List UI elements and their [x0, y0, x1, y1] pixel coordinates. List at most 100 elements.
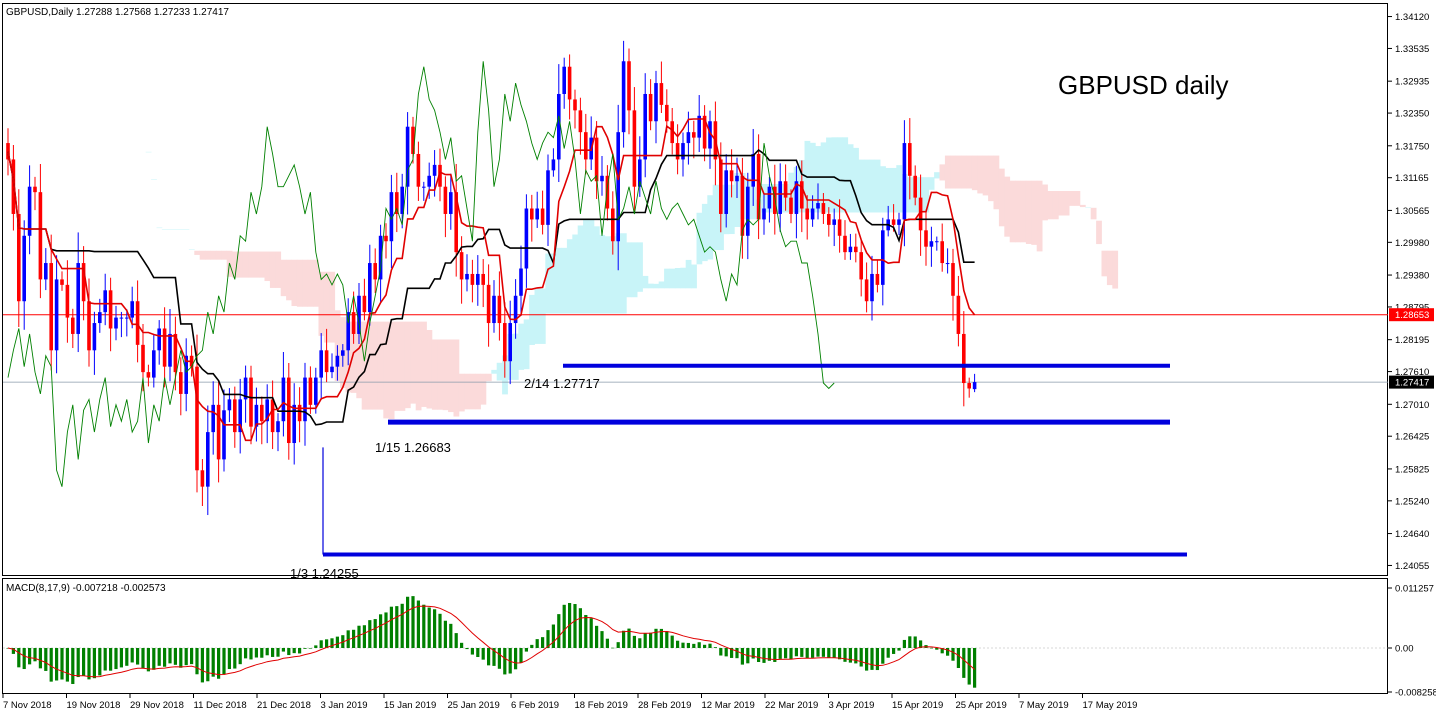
- kumo-segment: [232, 251, 238, 278]
- kumo-segment: [696, 212, 703, 265]
- candle: [551, 148, 556, 177]
- kumo-segment: [836, 137, 843, 213]
- candle-body: [789, 197, 793, 214]
- candle-body: [681, 143, 685, 160]
- price-tick-label: 1.31750: [1395, 141, 1429, 152]
- date-tick-label: 29 Nov 2018: [130, 700, 184, 711]
- candle: [87, 278, 91, 367]
- candle: [875, 259, 880, 293]
- kumo-segment: [178, 229, 184, 230]
- kumo-segment: [1085, 207, 1092, 209]
- current-price-label: 1.27417: [1395, 378, 1429, 389]
- candle: [238, 378, 242, 454]
- candle: [540, 190, 545, 235]
- kumo-segment: [728, 184, 735, 235]
- candle-body: [924, 230, 928, 247]
- macd-histogram-bar: [422, 604, 426, 648]
- candle-body: [146, 372, 151, 378]
- candle: [427, 162, 431, 199]
- macd-histogram-bar: [751, 647, 755, 659]
- macd-histogram-bar: [659, 628, 663, 648]
- kumo-segment: [685, 259, 692, 289]
- candle-body: [611, 208, 615, 242]
- kumo-segment: [998, 168, 1005, 227]
- macd-histogram-bar: [643, 633, 647, 648]
- kumo-segment: [955, 155, 962, 189]
- candle: [44, 248, 48, 291]
- candle: [416, 141, 421, 201]
- candle: [297, 387, 302, 443]
- macd-histogram-bar: [28, 647, 32, 665]
- macd-histogram-bar: [865, 647, 869, 671]
- candle-body: [821, 203, 826, 214]
- date-tick-label: 3 Jan 2019: [321, 700, 368, 711]
- candle-body: [200, 470, 205, 487]
- candle: [341, 344, 345, 367]
- candle: [71, 308, 75, 349]
- candle-body: [692, 132, 696, 138]
- candle: [384, 223, 388, 259]
- macd-histogram-bar: [670, 635, 674, 648]
- candle: [303, 362, 307, 446]
- candle-body: [762, 208, 766, 220]
- kumo-segment: [896, 165, 903, 213]
- candle: [49, 234, 53, 371]
- macd-histogram-bar: [821, 647, 825, 657]
- macd-histogram-bar: [298, 647, 302, 654]
- candle: [816, 183, 820, 220]
- candle-body: [254, 404, 259, 427]
- candle-body: [341, 350, 345, 356]
- macd-histogram-bar: [703, 644, 707, 648]
- kumo-segment: [982, 155, 989, 196]
- candle: [848, 233, 853, 260]
- kumo-segment: [826, 137, 832, 213]
- kumo-segment: [631, 242, 638, 298]
- candle: [362, 278, 367, 321]
- kumo-segment: [205, 250, 211, 260]
- candle: [513, 279, 518, 339]
- kumo-segment: [966, 155, 973, 189]
- kumo-segment: [1020, 180, 1027, 243]
- kumo-segment: [259, 251, 265, 278]
- kumo-segment: [1015, 180, 1021, 243]
- candle: [486, 264, 491, 347]
- kumo-segment: [242, 251, 249, 278]
- macd-histogram-bar: [632, 635, 636, 648]
- kumo-segment: [1025, 180, 1032, 244]
- candle: [184, 338, 188, 412]
- kumo-segment: [988, 155, 994, 202]
- price-tick-label: 1.31165: [1395, 173, 1429, 184]
- macd-histogram-bar: [665, 631, 669, 648]
- kumo-segment: [410, 321, 417, 404]
- candle: [870, 255, 874, 321]
- macd-histogram-bar: [114, 647, 118, 670]
- candle-body: [125, 317, 129, 319]
- candle: [27, 165, 32, 255]
- kumo-segment: [399, 321, 406, 411]
- candle-body: [76, 263, 80, 334]
- candle-body: [870, 273, 874, 302]
- kumo-segment: [1069, 191, 1075, 206]
- candle-body: [794, 181, 799, 214]
- candle: [260, 396, 264, 445]
- macd-histogram-bar: [303, 647, 307, 649]
- kumo-segment: [221, 250, 228, 260]
- candle-body: [670, 121, 674, 144]
- candle: [929, 226, 934, 267]
- date-tick-label: 7 May 2019: [1019, 700, 1069, 711]
- candle-body: [956, 295, 961, 334]
- candle-body: [276, 421, 280, 433]
- candle-body: [497, 295, 502, 324]
- kumo-segment: [620, 233, 627, 314]
- macd-histogram-bar: [368, 620, 372, 648]
- macd-histogram-bar: [487, 647, 491, 666]
- macd-histogram-bar: [827, 647, 831, 658]
- macd-histogram-bar: [919, 640, 923, 648]
- kumo-segment: [691, 264, 697, 289]
- candle: [616, 104, 620, 271]
- candle-body: [432, 164, 437, 176]
- macd-histogram-bar: [109, 647, 113, 671]
- candle-body: [27, 186, 32, 236]
- macd-histogram-bar: [38, 647, 42, 669]
- macd-histogram-bar: [692, 643, 696, 648]
